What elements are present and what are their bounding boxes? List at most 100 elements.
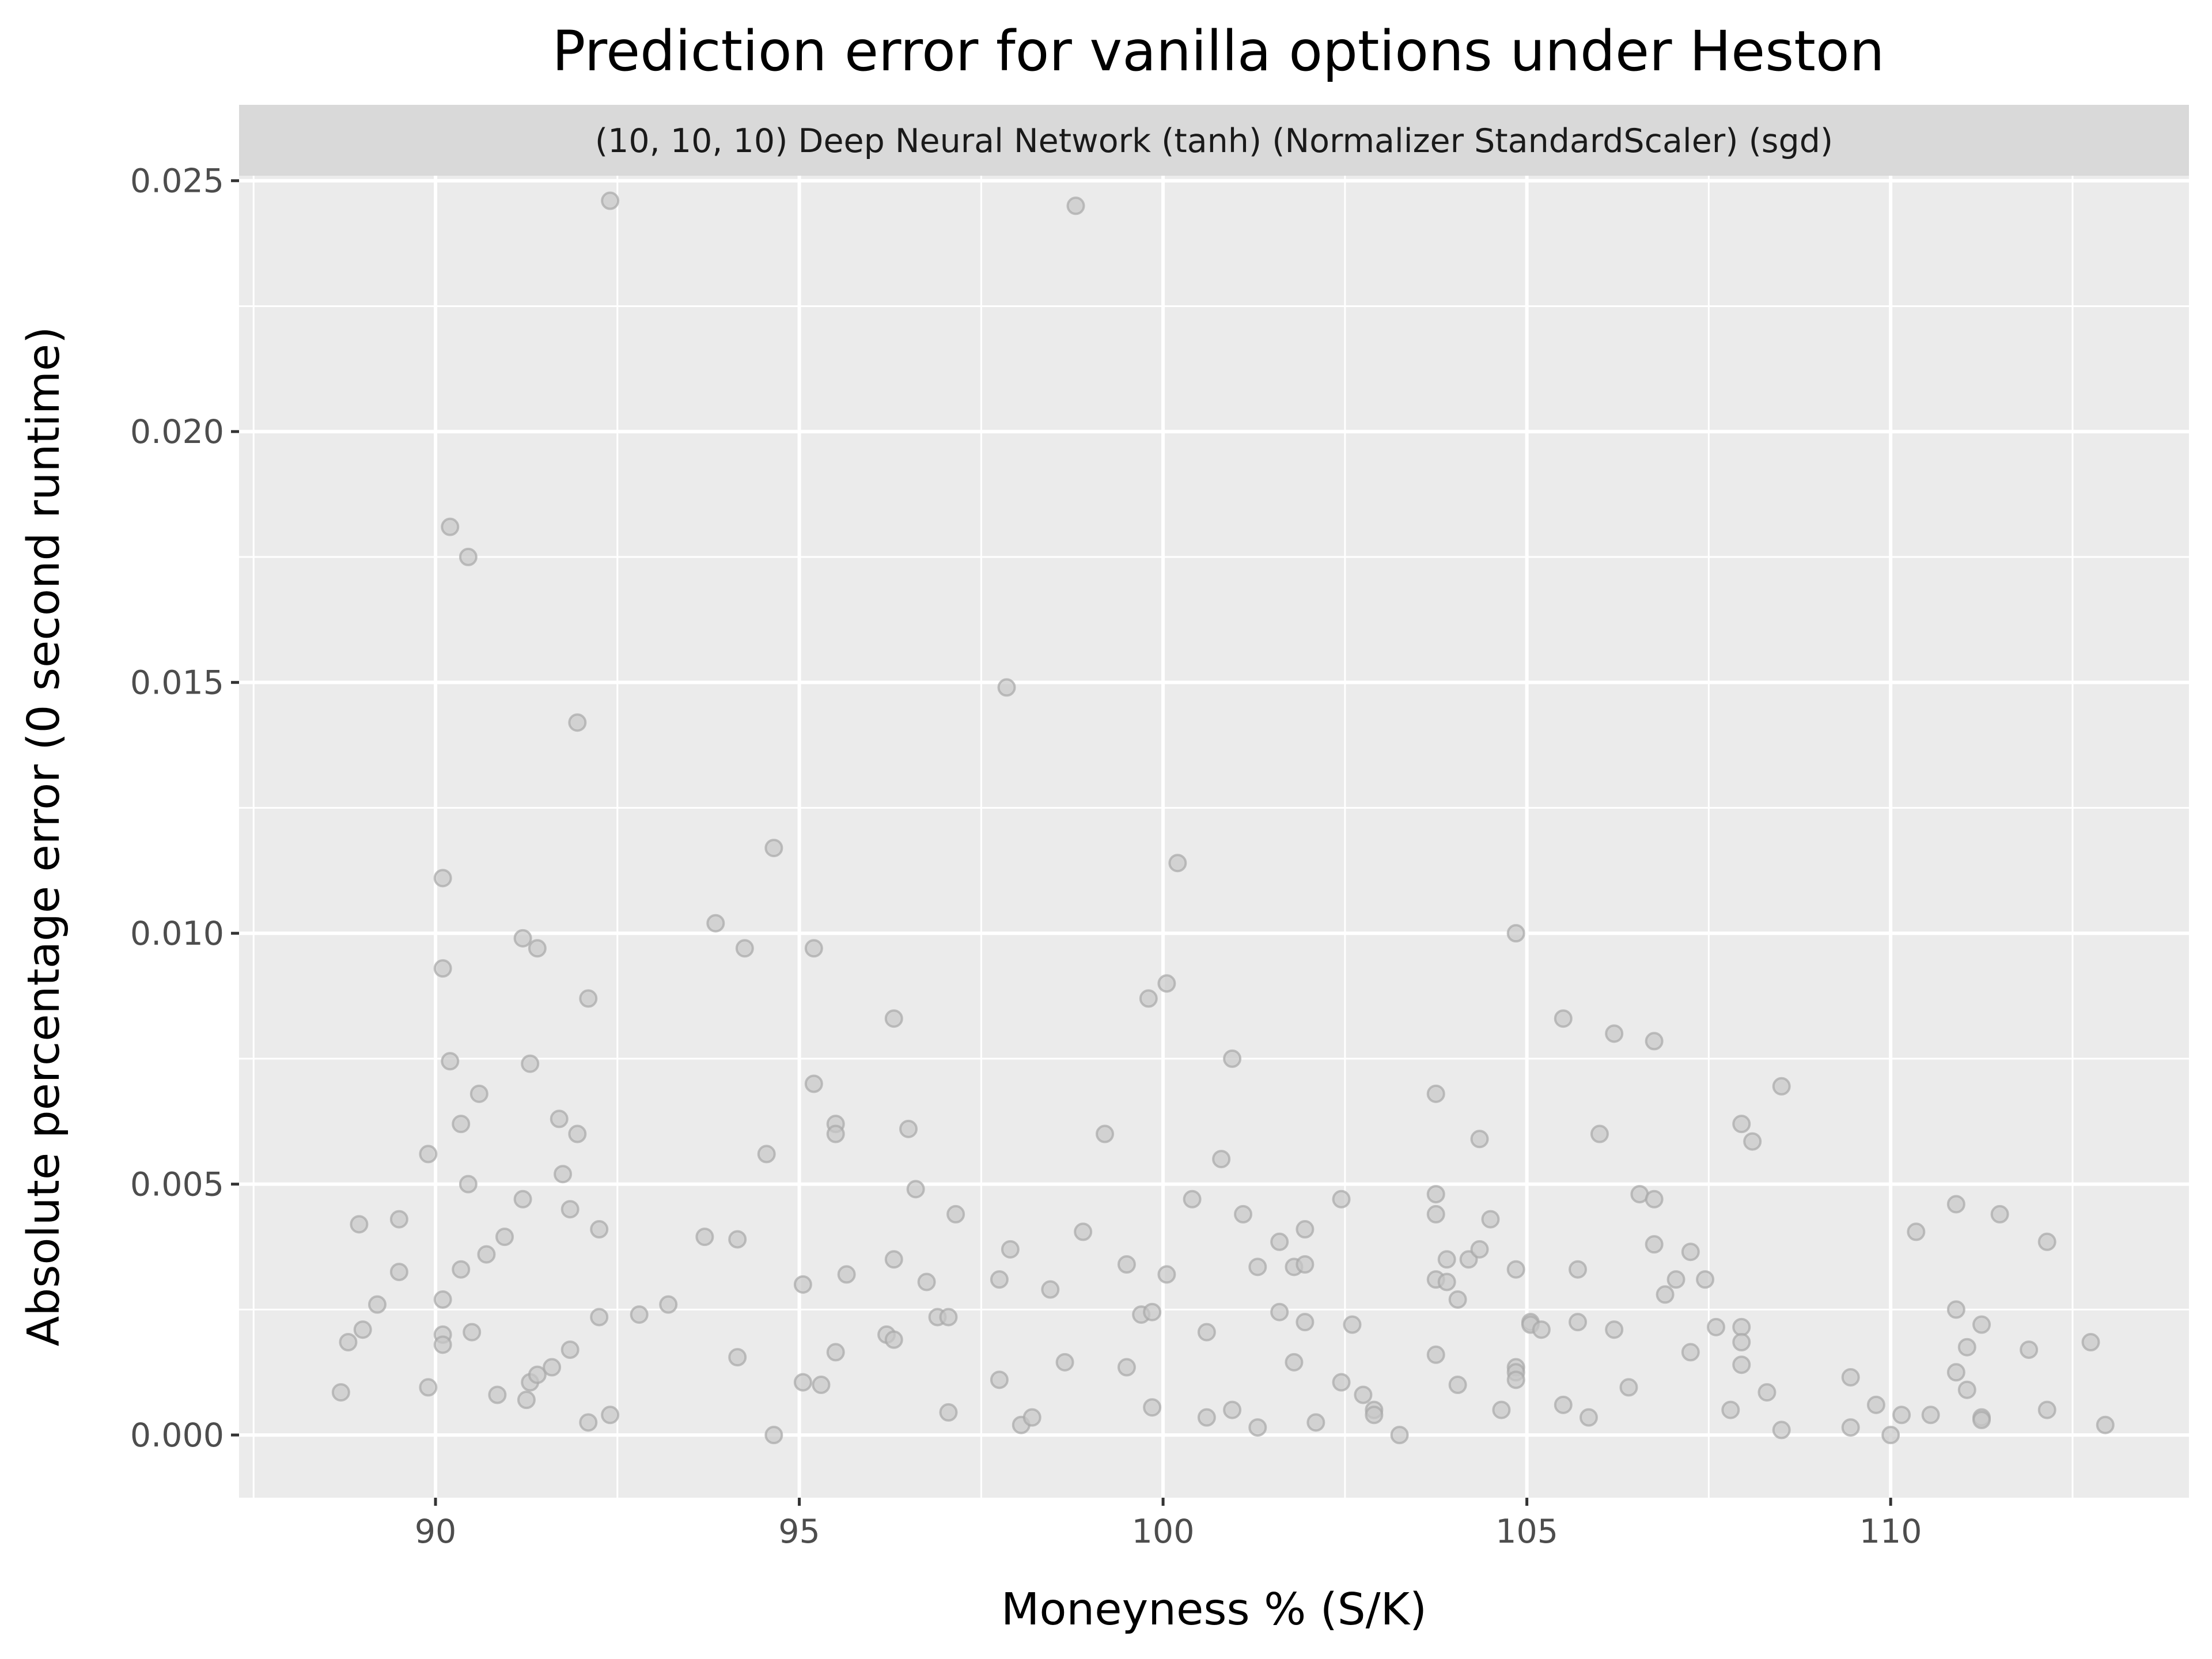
data-point: [463, 1323, 482, 1342]
data-point: [568, 1124, 587, 1143]
data-point: [1066, 196, 1085, 215]
data-point: [1569, 1260, 1588, 1279]
data-point: [1296, 1220, 1315, 1239]
data-point: [1569, 1313, 1588, 1332]
y-tick-label: 0.020: [130, 413, 224, 451]
data-point: [601, 191, 620, 210]
data-point: [1758, 1383, 1777, 1402]
data-point: [884, 1250, 903, 1269]
data-point: [757, 1145, 776, 1164]
data-point: [1732, 1333, 1751, 1351]
data-point: [1001, 1240, 1020, 1259]
data-point: [1426, 1185, 1445, 1204]
data-point: [1426, 1084, 1445, 1103]
data-point: [939, 1308, 958, 1327]
data-point: [1645, 1032, 1664, 1051]
data-point: [1732, 1115, 1751, 1134]
data-point: [513, 929, 532, 948]
data-point: [1506, 924, 1525, 943]
data-point: [1506, 1260, 1525, 1279]
data-point: [1055, 1353, 1074, 1372]
data-point: [1332, 1190, 1351, 1209]
x-tick-label: 110: [1859, 1513, 1922, 1551]
data-point: [1448, 1376, 1467, 1395]
x-axis: 90 95 100 105 110: [415, 1498, 1922, 1551]
data-point: [1139, 989, 1158, 1008]
data-point: [560, 1340, 579, 1359]
data-point: [1096, 1124, 1115, 1143]
data-point: [1892, 1406, 1911, 1425]
data-point: [837, 1265, 856, 1284]
data-point: [1707, 1317, 1726, 1336]
data-point: [1270, 1302, 1289, 1321]
data-point: [433, 869, 452, 888]
x-axis-title: Moneyness % (S/K): [1001, 1584, 1427, 1635]
data-point: [601, 1406, 620, 1425]
data-point: [1470, 1240, 1489, 1259]
data-point: [1972, 1315, 1991, 1334]
data-point: [477, 1245, 496, 1264]
data-point: [1554, 1009, 1573, 1028]
data-point: [1645, 1190, 1664, 1209]
data-point: [1732, 1355, 1751, 1374]
data-point: [1117, 1358, 1136, 1377]
data-point: [1946, 1300, 1965, 1319]
data-point: [389, 1210, 408, 1229]
data-point: [1470, 1130, 1489, 1149]
data-point: [706, 914, 725, 933]
data-point: [946, 1205, 965, 1224]
data-point: [1157, 1265, 1176, 1284]
data-point: [2020, 1340, 2039, 1359]
data-point: [826, 1124, 845, 1143]
data-point: [521, 1054, 540, 1073]
data-point: [1579, 1408, 1598, 1427]
data-point: [1721, 1400, 1740, 1419]
data-point: [339, 1333, 358, 1351]
data-point: [793, 1275, 812, 1294]
data-point: [1074, 1222, 1093, 1241]
data-point: [695, 1228, 714, 1247]
data-point: [1506, 1370, 1525, 1389]
data-point: [550, 1109, 569, 1128]
y-tick-label: 0.025: [130, 162, 224, 200]
data-point: [1681, 1343, 1700, 1362]
data-point: [1157, 974, 1176, 993]
data-point: [1296, 1313, 1315, 1332]
data-point: [1946, 1363, 1965, 1382]
data-point: [1881, 1426, 1900, 1445]
data-point: [1332, 1373, 1351, 1392]
x-tick-label: 95: [778, 1513, 820, 1551]
data-point: [2037, 1232, 2056, 1251]
data-point: [433, 1335, 452, 1354]
data-point: [1426, 1345, 1445, 1364]
data-point: [590, 1308, 609, 1327]
data-point: [1957, 1380, 1976, 1399]
data-point: [2096, 1415, 2115, 1434]
data-point: [441, 1052, 460, 1071]
x-tick-label: 90: [415, 1513, 457, 1551]
data-point: [1248, 1257, 1267, 1277]
y-tick-label: 0.010: [130, 915, 224, 953]
data-point: [579, 1413, 598, 1432]
data-point: [630, 1305, 649, 1324]
data-point: [459, 1175, 478, 1194]
data-point: [543, 1358, 562, 1377]
data-point: [368, 1295, 387, 1314]
data-point: [2037, 1400, 2056, 1419]
chart-title: Prediction error for vanilla options und…: [552, 19, 1885, 84]
facet-label: (10, 10, 10) Deep Neural Network (tanh) …: [595, 122, 1833, 160]
data-point: [1921, 1406, 1940, 1425]
data-point: [1990, 1205, 2009, 1224]
data-point: [441, 517, 460, 536]
data-point: [1554, 1395, 1573, 1414]
data-point: [353, 1320, 372, 1339]
data-point: [1234, 1205, 1253, 1224]
data-point: [488, 1385, 507, 1404]
data-point: [452, 1115, 471, 1134]
data-point: [793, 1373, 812, 1392]
data-point: [331, 1383, 350, 1402]
facet-strip: [239, 105, 2189, 176]
data-point: [728, 1230, 747, 1249]
data-point: [1492, 1400, 1511, 1419]
data-point: [1343, 1315, 1362, 1334]
